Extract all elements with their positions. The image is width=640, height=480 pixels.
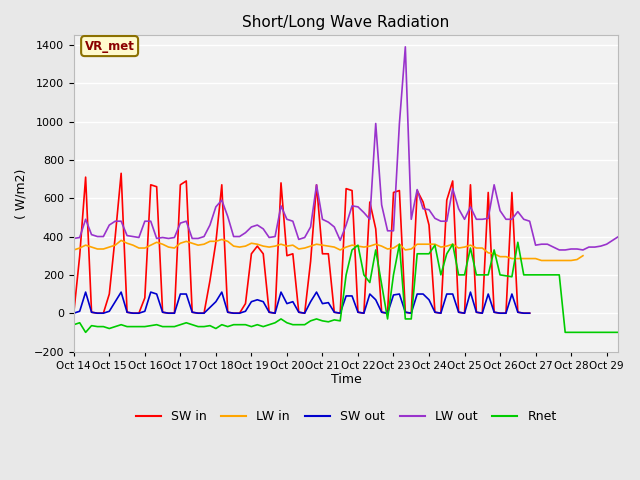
LW out — [401, 44, 409, 50]
LW out — [556, 247, 563, 253]
LW in — [449, 241, 456, 247]
Rnet — [147, 323, 155, 328]
Y-axis label: ( W/m2): ( W/m2) — [15, 168, 28, 218]
Rnet — [514, 240, 522, 245]
SW out — [70, 310, 77, 316]
SW in — [182, 178, 190, 184]
SW in — [449, 178, 456, 184]
LW in — [182, 239, 190, 244]
SW in — [502, 310, 510, 316]
Rnet — [164, 324, 172, 329]
SW out — [449, 291, 456, 297]
SW out — [342, 293, 350, 299]
Rnet — [348, 247, 356, 253]
SW in — [141, 295, 148, 301]
SW out — [141, 308, 148, 314]
X-axis label: Time: Time — [331, 373, 362, 386]
Line: LW out: LW out — [74, 47, 618, 250]
SW in — [159, 309, 166, 315]
Rnet — [455, 272, 463, 278]
Line: Rnet: Rnet — [74, 242, 618, 332]
Rnet — [70, 322, 77, 327]
SW out — [159, 309, 166, 315]
LW in — [502, 254, 510, 260]
LW out — [141, 218, 148, 224]
SW out — [182, 291, 190, 297]
Line: SW in: SW in — [74, 173, 530, 313]
LW out — [182, 218, 190, 224]
SW in — [342, 186, 350, 192]
LW out — [342, 222, 350, 228]
Line: SW out: SW out — [74, 292, 530, 313]
Legend: SW in, LW in, SW out, LW out, Rnet: SW in, LW in, SW out, LW out, Rnet — [131, 405, 562, 428]
SW in — [70, 310, 77, 316]
LW out — [508, 216, 516, 222]
Text: VR_met: VR_met — [84, 39, 134, 53]
Rnet — [614, 329, 622, 335]
SW out — [502, 310, 510, 316]
LW out — [159, 235, 166, 240]
Rnet — [188, 322, 196, 327]
LW out — [455, 206, 463, 212]
Title: Short/Long Wave Radiation: Short/Long Wave Radiation — [243, 15, 450, 30]
LW in — [342, 244, 350, 250]
LW in — [159, 241, 166, 247]
LW in — [70, 247, 77, 253]
Rnet — [508, 274, 516, 280]
Line: LW in: LW in — [74, 240, 583, 261]
LW in — [141, 245, 148, 251]
Rnet — [82, 329, 90, 335]
LW out — [70, 236, 77, 241]
LW out — [614, 234, 622, 240]
